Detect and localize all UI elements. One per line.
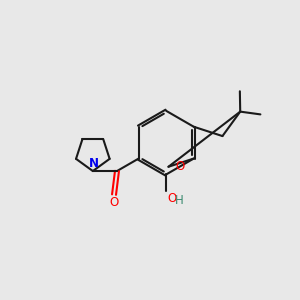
Text: N: N [89,157,99,169]
Text: O: O [168,192,177,205]
Text: O: O [175,160,184,173]
Text: H: H [175,194,184,207]
Text: O: O [110,196,119,209]
